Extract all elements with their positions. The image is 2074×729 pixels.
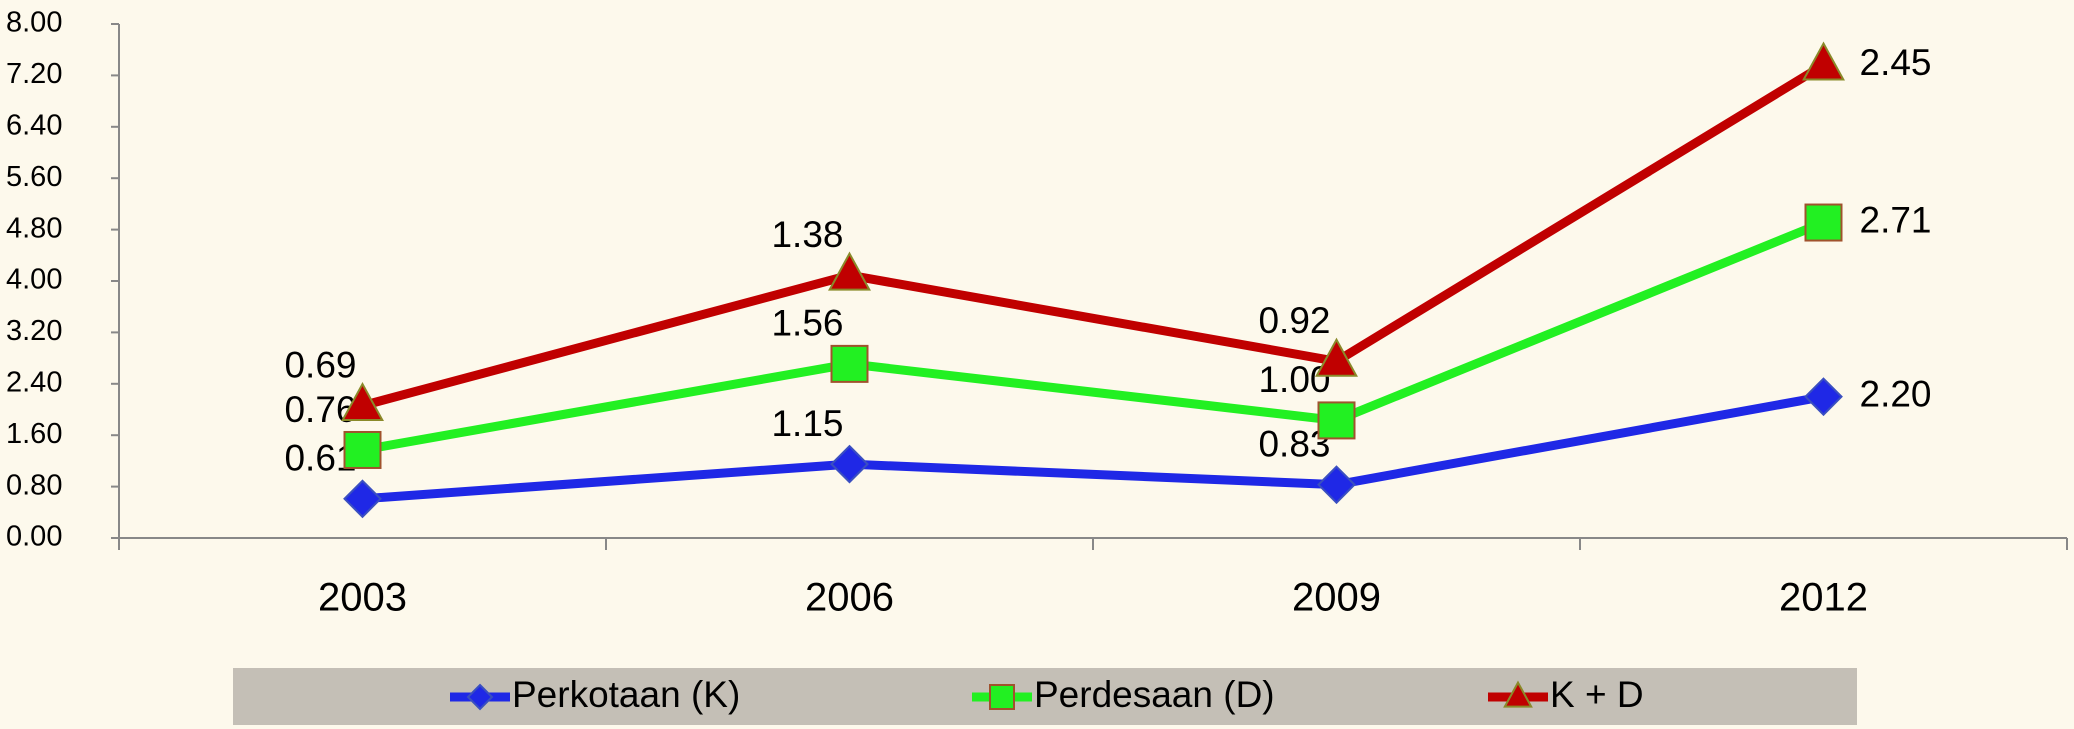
data-point bbox=[830, 344, 869, 383]
data-label: 0.92 bbox=[1258, 300, 1330, 341]
series-line bbox=[361, 61, 1826, 410]
data-label: 2.20 bbox=[1860, 373, 1932, 414]
y-tick-label: 2.40 bbox=[6, 366, 62, 398]
data-point bbox=[1315, 337, 1358, 377]
data-point bbox=[343, 430, 382, 469]
data-point bbox=[1317, 401, 1356, 440]
y-tick-label: 4.80 bbox=[6, 212, 62, 244]
data-label: 0.76 bbox=[284, 389, 356, 430]
data-label: 1.56 bbox=[771, 303, 843, 344]
legend-marker bbox=[1503, 680, 1533, 708]
data-point bbox=[1804, 203, 1843, 242]
data-label: 1.00 bbox=[1258, 359, 1330, 400]
y-tick-label: 5.60 bbox=[6, 161, 62, 193]
data-point bbox=[1802, 41, 1845, 81]
x-tick-label: 2012 bbox=[1779, 576, 1868, 620]
y-tick-label: 0.00 bbox=[6, 521, 62, 553]
legend-marker bbox=[989, 684, 1015, 710]
y-tick-label: 0.80 bbox=[6, 469, 62, 501]
data-label: 1.38 bbox=[771, 214, 843, 255]
data-label: 1.15 bbox=[771, 403, 843, 444]
y-tick-label: 8.00 bbox=[6, 7, 62, 39]
series-line bbox=[362, 392, 1825, 504]
data-label: 2.71 bbox=[1860, 199, 1932, 240]
data-point bbox=[830, 444, 869, 484]
legend-marker bbox=[466, 683, 494, 711]
legend-label: Perdesaan (D) bbox=[1034, 674, 1275, 715]
y-tick-label: 7.20 bbox=[6, 58, 62, 90]
series-line bbox=[361, 218, 1826, 455]
legend-label: K + D bbox=[1550, 674, 1644, 715]
x-tick-label: 2009 bbox=[1292, 576, 1381, 620]
x-tick-label: 2003 bbox=[318, 576, 407, 620]
y-tick-label: 3.20 bbox=[6, 315, 62, 347]
data-point bbox=[1804, 377, 1843, 417]
y-tick-label: 6.40 bbox=[6, 109, 62, 141]
data-point bbox=[1317, 465, 1356, 505]
y-tick-label: 1.60 bbox=[6, 418, 62, 450]
x-tick-label: 2006 bbox=[805, 576, 894, 620]
data-label: 0.69 bbox=[284, 344, 356, 385]
data-label: 2.45 bbox=[1860, 42, 1932, 83]
data-point bbox=[343, 479, 382, 519]
y-tick-label: 4.00 bbox=[6, 264, 62, 296]
data-point bbox=[341, 381, 384, 422]
legend-label: Perkotaan (K) bbox=[512, 674, 740, 715]
data-point bbox=[828, 251, 871, 291]
